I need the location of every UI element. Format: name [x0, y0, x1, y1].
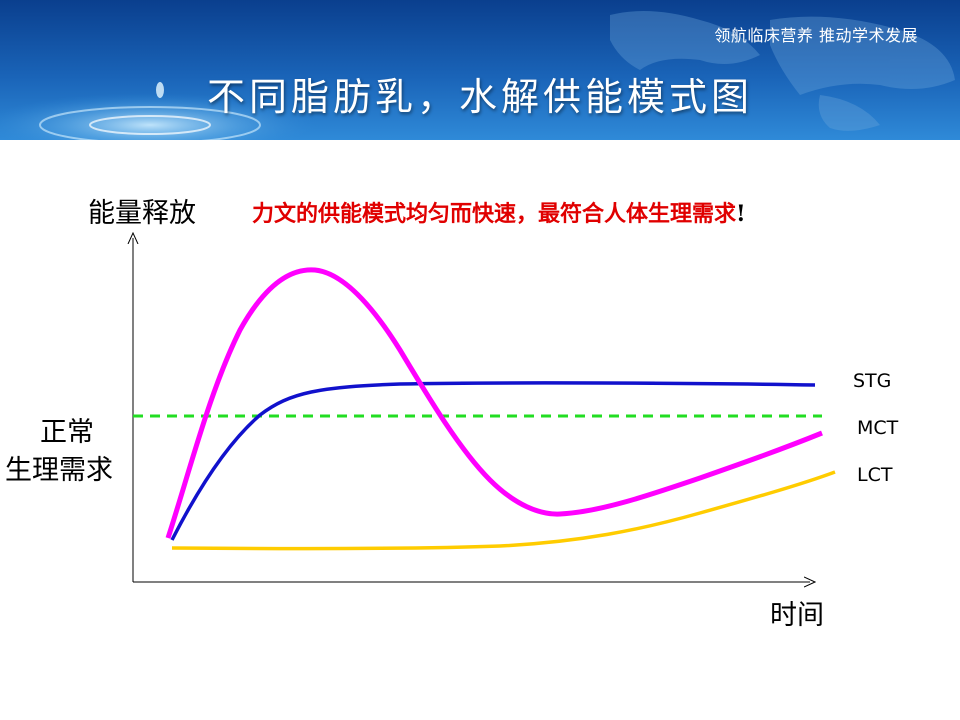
threshold-label-line2: 生理需求 [5, 455, 113, 486]
slogan-text: 领航临床营养 推动学术发展 [714, 26, 918, 45]
stg-curve [165, 267, 823, 539]
energy-release-diagram: 能量释放 时间 正常 生理需求 力文的供能模式均匀而快速，最符合人体生理需求! … [5, 198, 899, 631]
threshold-label-line1: 正常 [40, 417, 94, 448]
page-title: 不同脂肪乳，水解供能模式图 [206, 75, 753, 119]
legend-stg: STG [853, 370, 891, 392]
y-axis-label: 能量释放 [88, 198, 196, 229]
lct-curve [171, 470, 836, 551]
x-axis-label: 时间 [770, 600, 824, 631]
mct-curve [170, 381, 816, 541]
world-map-decoration [610, 11, 955, 131]
banner-background [0, 0, 960, 140]
legend-mct: MCT [857, 417, 899, 439]
annotation-text: 力文的供能模式均匀而快速，最符合人体生理需求! [252, 201, 746, 227]
annotation-main: 力文的供能模式均匀而快速，最符合人体生理需求 [252, 201, 736, 227]
header-banner: 领航临床营养 推动学术发展 不同脂肪乳，水解供能模式图 [0, 0, 960, 140]
annotation-mark: ! [736, 201, 746, 227]
legend-lct: LCT [857, 464, 893, 486]
